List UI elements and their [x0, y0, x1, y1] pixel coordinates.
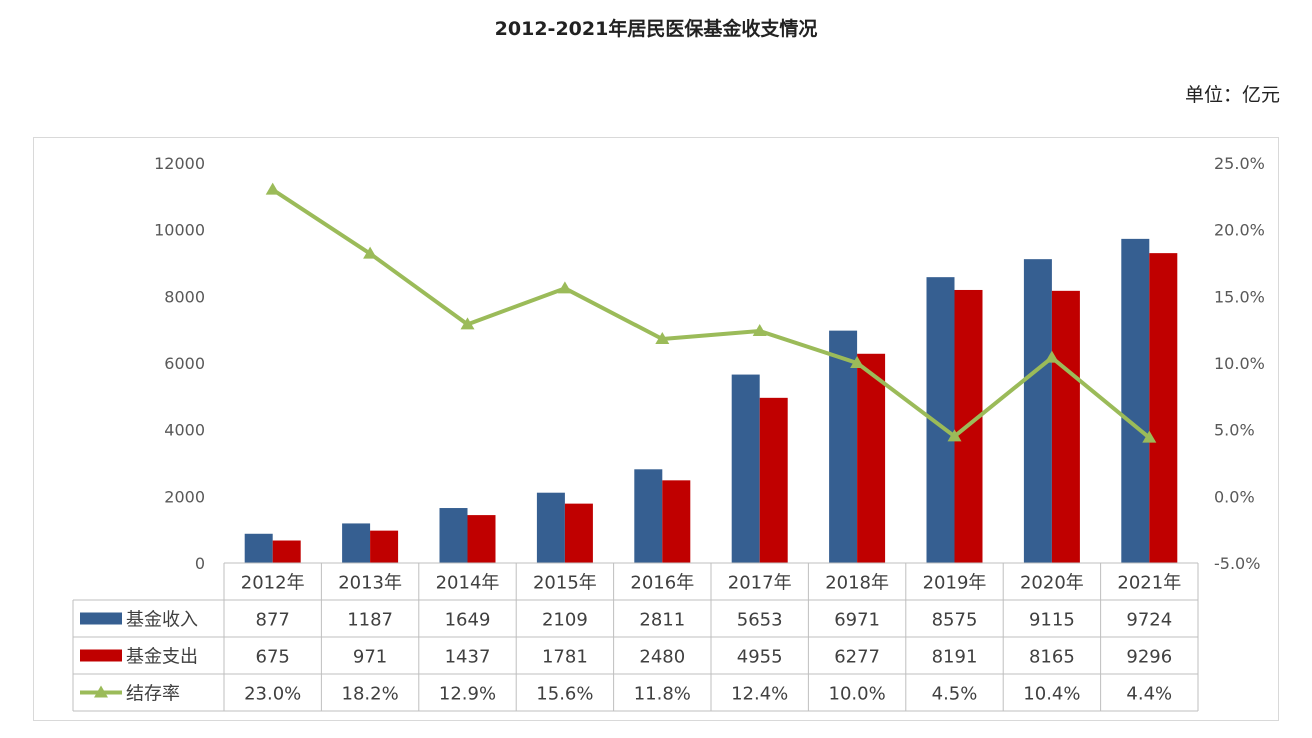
chart-title: 2012-2021年居民医保基金收支情况: [494, 18, 818, 40]
bar-expense: [759, 397, 788, 563]
right-axis-tick-label: 20.0%: [1214, 221, 1265, 240]
right-axis-tick-label: 25.0%: [1214, 154, 1265, 173]
balance-rate-point: [460, 317, 475, 330]
left-axis-ticks: 0 2000 4000 6000 8000 10000 12000: [154, 154, 205, 573]
bars-layer: [244, 238, 1178, 563]
category-label: 2013年: [338, 573, 402, 594]
bar-income: [536, 492, 565, 563]
left-axis-tick-label: 10000: [154, 221, 205, 240]
category-label: 2015年: [533, 573, 597, 594]
right-axis-tick-label: 0.0%: [1214, 487, 1255, 506]
right-axis-tick-label: -5.0%: [1214, 554, 1260, 573]
category-label: 2012年: [241, 573, 305, 594]
category-label: 2018年: [825, 573, 889, 594]
category-label: 2017年: [728, 573, 792, 594]
left-axis-tick-label: 8000: [164, 287, 205, 306]
data-label: 12.9%: [439, 684, 496, 705]
category-label: 2021年: [1117, 573, 1181, 594]
left-axis-tick-label: 6000: [164, 354, 205, 373]
data-label: 11.8%: [634, 684, 691, 705]
bar-expense: [1149, 253, 1178, 563]
series-name: 基金收入: [126, 610, 198, 631]
left-axis-tick-label: 0: [195, 554, 205, 573]
left-axis-tick-label: 2000: [164, 487, 205, 506]
right-axis-tick-label: 15.0%: [1214, 287, 1265, 306]
balance-rate-point: [363, 246, 378, 259]
chart-frame: [33, 137, 1279, 721]
data-label: 5653: [737, 610, 783, 631]
category-label: 2020年: [1020, 573, 1084, 594]
data-label: 8191: [932, 647, 978, 668]
data-label: 2109: [542, 610, 588, 631]
category-label: 2014年: [436, 573, 500, 594]
data-label: 877: [256, 610, 290, 631]
bar-income: [439, 508, 468, 563]
balance-rate-point: [752, 324, 767, 336]
right-axis-tick-label: 10.0%: [1214, 354, 1265, 373]
data-label: 10.4%: [1023, 684, 1080, 705]
data-label: 9115: [1029, 610, 1075, 631]
bar-expense: [564, 503, 593, 563]
data-label: 6277: [834, 647, 880, 668]
balance-rate-point: [265, 182, 280, 195]
legend-key-marker: [94, 685, 108, 698]
bar-expense: [857, 353, 886, 563]
bar-income: [731, 374, 760, 563]
legend-key-expense: [80, 649, 122, 662]
data-label: 971: [353, 647, 387, 668]
right-axis-tick-label: 5.0%: [1214, 421, 1255, 440]
unit-label: 单位：亿元: [1184, 84, 1280, 106]
data-label: 9296: [1126, 647, 1172, 668]
data-label: 23.0%: [244, 684, 301, 705]
data-label: 4.5%: [932, 684, 978, 705]
data-label: 2480: [639, 647, 685, 668]
bar-expense: [370, 530, 399, 563]
data-label: 15.6%: [536, 684, 593, 705]
bar-expense: [272, 540, 301, 563]
bar-income: [244, 533, 273, 563]
bar-income: [342, 523, 371, 563]
data-label: 1187: [347, 610, 393, 631]
data-label: 9724: [1126, 610, 1172, 631]
bar-expense: [662, 480, 691, 563]
bar-expense: [467, 515, 496, 563]
balance-rate-point: [850, 356, 865, 368]
data-label: 12.4%: [731, 684, 788, 705]
left-axis-tick-label: 12000: [154, 154, 205, 173]
data-label: 6971: [834, 610, 880, 631]
right-axis-ticks: -5.0% 0.0% 5.0% 10.0% 15.0% 20.0% 25.0%: [1214, 154, 1265, 573]
data-table: 2012年 2013年 2014年 2015年 2016年 2017年 2018年 2019年…: [72, 562, 1199, 712]
data-label: 1649: [445, 610, 491, 631]
category-label: 2019年: [923, 573, 987, 594]
series-name: 基金支出: [126, 647, 198, 668]
left-axis-tick-label: 4000: [164, 421, 205, 440]
bar-income: [634, 469, 663, 563]
data-label: 4.4%: [1126, 684, 1172, 705]
data-label: 8575: [932, 610, 978, 631]
line-layer: [265, 182, 1157, 443]
data-label: 10.0%: [829, 684, 886, 705]
balance-rate-line: [271, 187, 1151, 440]
balance-rate-point: [947, 429, 962, 442]
data-label: 1437: [445, 647, 491, 668]
data-label: 675: [256, 647, 290, 668]
data-label: 4955: [737, 647, 783, 668]
data-label: 8165: [1029, 647, 1075, 668]
balance-rate-point: [557, 281, 572, 294]
legend-key-income: [80, 612, 122, 625]
category-label: 2016年: [630, 573, 694, 594]
bar-expense: [1051, 290, 1080, 563]
data-label: 2811: [639, 610, 685, 631]
series-name: 结存率: [126, 684, 180, 705]
bar-income: [829, 330, 858, 563]
balance-rate-point: [1142, 430, 1157, 443]
data-label: 1781: [542, 647, 588, 668]
balance-rate-point: [655, 332, 670, 344]
balance-rate-point: [1044, 350, 1059, 363]
data-label: 18.2%: [342, 684, 399, 705]
bar-income: [1023, 259, 1052, 563]
bar-income: [1121, 238, 1150, 563]
